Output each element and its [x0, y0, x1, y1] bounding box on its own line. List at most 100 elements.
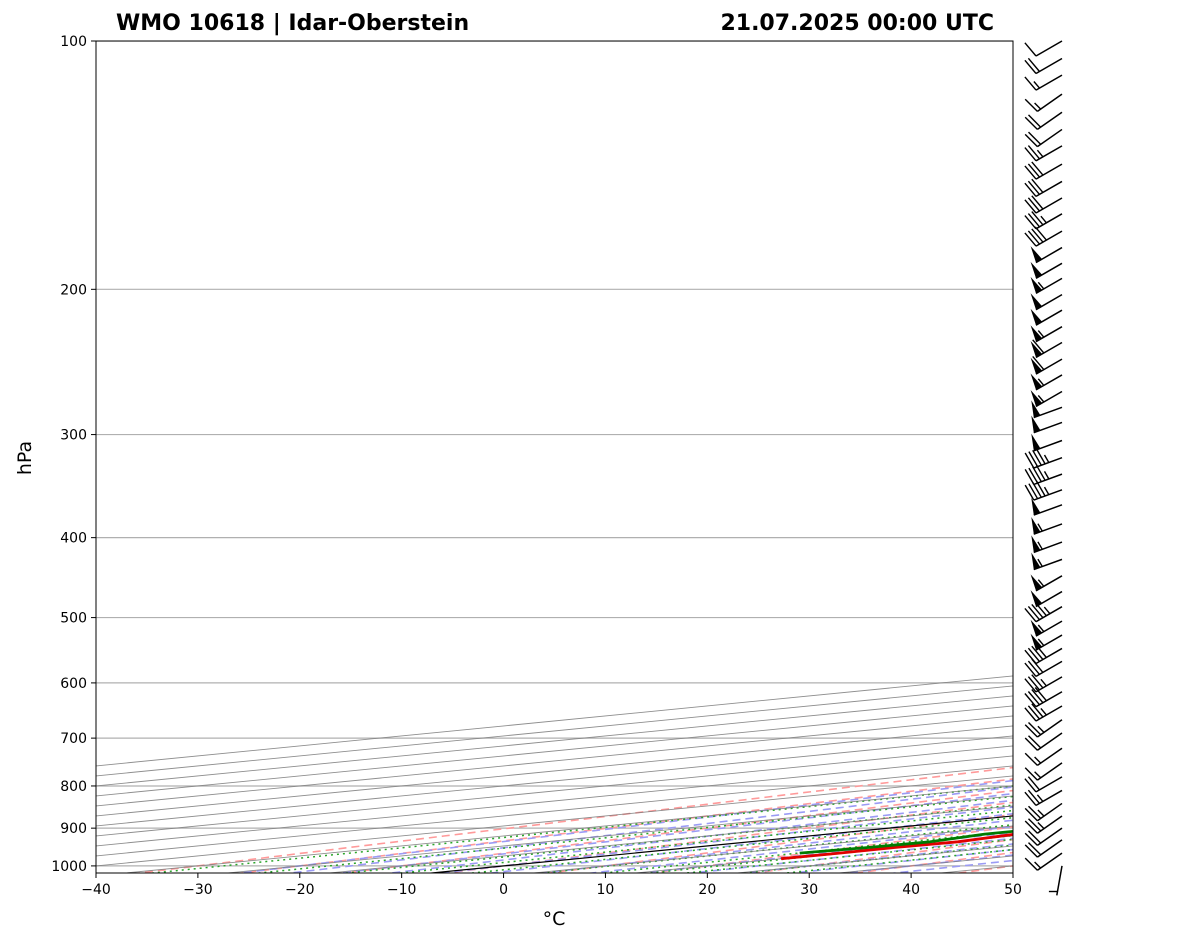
- barb-full: [1031, 228, 1044, 243]
- barb-flag: [1030, 325, 1043, 342]
- barb-staff: [1036, 852, 1063, 871]
- wind-barb: [1030, 619, 1063, 637]
- barb-full: [1034, 226, 1047, 241]
- barb-staff: [1035, 606, 1063, 623]
- wind-barb: [1024, 128, 1063, 148]
- wind-barb: [1030, 633, 1063, 651]
- barb-full: [1024, 767, 1038, 781]
- x-tick-label: 40: [902, 882, 920, 898]
- wind-barb: [1024, 40, 1063, 57]
- x-axis-label: °C: [543, 908, 566, 930]
- wind-barb: [1024, 747, 1063, 767]
- dry-adiabat: [543, 813, 1013, 873]
- wind-barb: [1031, 517, 1063, 535]
- wind-barb: [1024, 211, 1063, 230]
- barb-full: [1024, 42, 1037, 57]
- barb-half: [1040, 678, 1047, 687]
- wind-barb: [1030, 590, 1063, 608]
- barb-flag: [1030, 341, 1043, 358]
- barb-staff: [1035, 74, 1063, 91]
- dry-adiabat: [645, 826, 1013, 873]
- barb-full: [1024, 232, 1037, 247]
- barb-full: [1031, 689, 1044, 704]
- barb-full: [1027, 605, 1041, 621]
- barb-staff: [1035, 789, 1063, 807]
- barb-flag: [1031, 535, 1041, 553]
- barb-full: [1035, 448, 1046, 465]
- barb-staff: [1036, 111, 1063, 131]
- barb-full: [1024, 678, 1037, 693]
- barb-staff: [1035, 163, 1063, 180]
- wind-barb: [1024, 145, 1063, 162]
- barb-staff: [1035, 776, 1063, 793]
- wind-barb: [1024, 74, 1063, 91]
- wind-barb: [1024, 732, 1063, 751]
- barb-full: [1024, 844, 1038, 858]
- wind-barb: [1024, 480, 1063, 501]
- barb-flag: [1030, 373, 1043, 390]
- wind-barb: [1031, 552, 1063, 571]
- barb-half: [1037, 558, 1043, 567]
- barb-full: [1032, 449, 1042, 466]
- wind-barb: [1030, 308, 1063, 326]
- moist-adiabat: [735, 843, 1013, 873]
- y-tick-label: 800: [60, 779, 87, 795]
- isotherm: [96, 685, 1013, 777]
- wind-barb: [1024, 827, 1063, 847]
- barb-full: [1031, 645, 1044, 660]
- profile-lines: [780, 829, 1013, 861]
- isotherm: [96, 725, 1013, 817]
- x-tick-label: 50: [1004, 882, 1022, 898]
- wind-barb: [1024, 57, 1063, 75]
- barb-staff: [1035, 647, 1063, 665]
- mixing-ratio-line: [679, 838, 1013, 873]
- isotherm: [96, 695, 1013, 787]
- isotherm: [96, 775, 1013, 867]
- barb-staff: [1033, 558, 1063, 571]
- barb-half: [1034, 756, 1042, 764]
- barb-full: [1034, 687, 1047, 702]
- barb-flag: [1030, 246, 1043, 263]
- wind-barb: [1024, 839, 1063, 858]
- y-tick-label: 900: [60, 821, 87, 837]
- barb-flag: [1031, 415, 1041, 433]
- wind-barb: [1024, 687, 1063, 708]
- barb-full: [1028, 830, 1042, 844]
- dry-adiabat: [133, 766, 1013, 873]
- barb-full: [1027, 163, 1041, 178]
- barb-full: [1024, 469, 1035, 485]
- barb-full: [1024, 452, 1035, 469]
- barb-full: [1032, 339, 1045, 354]
- wind-barb: [1030, 261, 1063, 279]
- x-axis: −40 −30 −20 −10 0 10 20 30 40 50: [81, 873, 1022, 898]
- barb-flag: [1030, 261, 1043, 279]
- isotherm: [96, 755, 1013, 847]
- barb-full: [1031, 703, 1044, 718]
- x-tick-label: −10: [387, 882, 417, 898]
- barb-flag: [1031, 497, 1041, 516]
- barb-half: [1043, 471, 1050, 480]
- wind-barb: [1024, 226, 1063, 247]
- wind-barb: [1024, 643, 1063, 665]
- barb-full: [1024, 165, 1037, 180]
- barb-staff: [1036, 93, 1063, 113]
- isotherm: [936, 865, 1013, 873]
- barb-staff: [1035, 180, 1063, 198]
- barb-staff: [1035, 691, 1063, 708]
- barb-full: [1024, 98, 1038, 112]
- x-tick-label: 30: [800, 882, 818, 898]
- barb-full: [1024, 607, 1037, 623]
- moist-adiabat: [584, 825, 1013, 873]
- barb-full: [1024, 484, 1035, 501]
- moist-adiabat: [635, 831, 1013, 873]
- moist-adiabat: [887, 859, 1013, 873]
- barb-full: [1028, 483, 1039, 500]
- barb-full: [1027, 776, 1041, 791]
- barb-full: [1024, 693, 1037, 708]
- wind-barb: [1031, 497, 1063, 516]
- barb-full: [1027, 213, 1041, 228]
- wind-barb: [1030, 293, 1063, 311]
- barb-staff: [1036, 747, 1063, 767]
- barb-flag: [1030, 619, 1043, 637]
- barb-staff: [1035, 145, 1063, 162]
